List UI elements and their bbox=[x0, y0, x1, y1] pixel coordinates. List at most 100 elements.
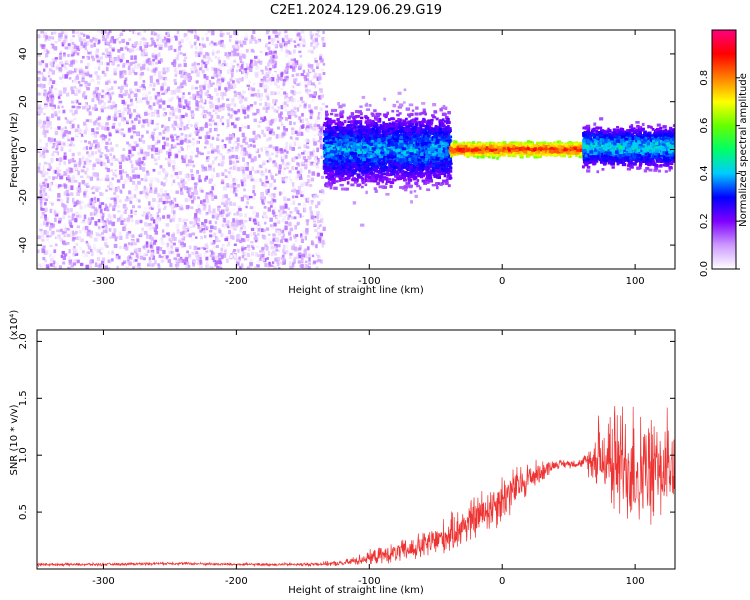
spectrogram-cell bbox=[59, 52, 62, 56]
spectrogram-cell bbox=[244, 213, 248, 218]
spectrogram-cell bbox=[53, 138, 57, 142]
spectrogram-cell bbox=[313, 133, 317, 137]
spectrogram-cell bbox=[278, 267, 281, 269]
spectrogram-cell bbox=[170, 54, 174, 57]
spectrogram-cell bbox=[97, 30, 101, 33]
spectrogram-cell bbox=[174, 82, 178, 85]
spectrogram-cell bbox=[172, 165, 176, 169]
spectrogram-cell bbox=[100, 192, 104, 197]
spectrogram-cell bbox=[135, 184, 139, 189]
spectrogram-cell bbox=[306, 145, 310, 149]
spectrogram-cell bbox=[175, 36, 178, 41]
spectrogram-cell bbox=[166, 245, 169, 249]
spectrogram-cell bbox=[55, 148, 58, 151]
spectrogram-cell bbox=[212, 259, 216, 263]
spectrogram-cell bbox=[200, 64, 204, 69]
spectrogram-cell bbox=[322, 62, 326, 66]
spectrogram-cell bbox=[106, 116, 110, 121]
spectrogram-cell bbox=[127, 111, 130, 115]
spectrogram-cell bbox=[190, 30, 194, 34]
spectrogram-cell bbox=[62, 261, 66, 265]
spectrogram-cell bbox=[44, 257, 47, 263]
spectrogram-cell bbox=[43, 34, 46, 38]
spectrogram-cell bbox=[93, 210, 97, 215]
spectrogram-cell bbox=[240, 45, 244, 48]
spectrogram-cell bbox=[315, 266, 319, 269]
spectrogram-cell bbox=[47, 137, 51, 142]
spectrogram-cell bbox=[269, 172, 273, 178]
spectrogram-cell bbox=[149, 234, 152, 240]
spectrogram-cell bbox=[291, 74, 295, 78]
spectrogram-cell bbox=[154, 92, 158, 97]
spectrogram-cell bbox=[173, 236, 177, 241]
spectrogram-cell bbox=[219, 210, 223, 215]
spectrogram-cell bbox=[39, 199, 43, 204]
spectrogram-cell bbox=[139, 232, 143, 237]
spectrogram-cell bbox=[404, 162, 409, 166]
spectrogram-cell bbox=[209, 104, 212, 109]
spectrogram-cell bbox=[130, 91, 134, 95]
spectrogram-cell bbox=[201, 167, 205, 172]
spectrogram-cell bbox=[59, 67, 63, 72]
spectrogram-cell bbox=[297, 257, 302, 260]
spectrogram-cell bbox=[48, 140, 53, 145]
spectrogram-cell bbox=[152, 214, 156, 218]
spectrogram-cell bbox=[153, 227, 157, 232]
spectrogram-cell bbox=[249, 232, 253, 237]
spectrogram-cell bbox=[144, 190, 148, 195]
spectrogram-cell bbox=[188, 245, 192, 250]
spectrogram-cell bbox=[57, 173, 61, 177]
spectrogram-cell bbox=[273, 118, 278, 122]
spectrogram-cell bbox=[235, 206, 240, 210]
spectrogram-cell bbox=[135, 65, 140, 70]
spectrogram-cell bbox=[279, 45, 283, 49]
spectrogram-cell bbox=[68, 177, 72, 182]
spectrogram-cell bbox=[297, 43, 300, 47]
spectrogram-cell bbox=[61, 184, 66, 187]
spectrogram-cell bbox=[43, 105, 48, 109]
spectrogram-cell bbox=[147, 145, 152, 150]
spectrogram-cell bbox=[258, 257, 262, 261]
spectrogram-cell bbox=[215, 73, 219, 78]
spectrogram-cell bbox=[109, 39, 113, 42]
spectrogram-cell bbox=[139, 85, 143, 88]
spectrogram-cell bbox=[299, 94, 303, 98]
spectrogram-cell bbox=[133, 31, 137, 34]
spectrogram-cell bbox=[72, 262, 77, 266]
spectrogram-cell bbox=[283, 154, 287, 160]
spectrogram-cell bbox=[104, 178, 108, 182]
spectrogram-cell bbox=[51, 153, 55, 157]
spectrogram-cell bbox=[208, 123, 213, 127]
spectrogram-cell bbox=[135, 252, 139, 258]
spectrogram-cell bbox=[300, 214, 305, 218]
spectrogram-cell bbox=[275, 99, 278, 103]
spectrogram-cell bbox=[103, 62, 107, 66]
spectrogram-cell bbox=[292, 234, 297, 238]
spectrogram-cell bbox=[169, 174, 174, 178]
spectrogram-cell bbox=[185, 218, 189, 222]
spectrogram-cell bbox=[211, 214, 216, 219]
spectrogram-cell bbox=[38, 162, 41, 166]
spectrogram-cell bbox=[69, 230, 73, 235]
spectrogram-cell bbox=[287, 171, 291, 174]
spectrogram-cell bbox=[316, 255, 321, 259]
spectrogram-cell bbox=[304, 122, 308, 127]
spectrogram-cell bbox=[227, 112, 231, 117]
spectrogram-cell bbox=[293, 121, 296, 125]
spectrogram-cell bbox=[96, 198, 100, 202]
spectrogram-cell bbox=[293, 188, 297, 193]
spectrogram-cell bbox=[284, 43, 288, 47]
spectrogram-cell bbox=[168, 117, 171, 122]
spectrogram-cell bbox=[192, 251, 197, 256]
spectrogram-cell bbox=[244, 97, 248, 102]
spectrogram-cell bbox=[47, 123, 51, 128]
spectrogram-cell bbox=[104, 265, 108, 268]
spectrogram-cell bbox=[313, 217, 317, 222]
spectrogram-cell bbox=[180, 73, 184, 79]
spectrogram-cell bbox=[280, 230, 283, 234]
spectrogram-cell bbox=[43, 187, 46, 193]
spectrogram-cell bbox=[109, 56, 113, 62]
spectrogram-cell bbox=[293, 49, 296, 54]
spectrogram-cell bbox=[112, 155, 116, 159]
spectrogram-cell bbox=[195, 173, 199, 179]
